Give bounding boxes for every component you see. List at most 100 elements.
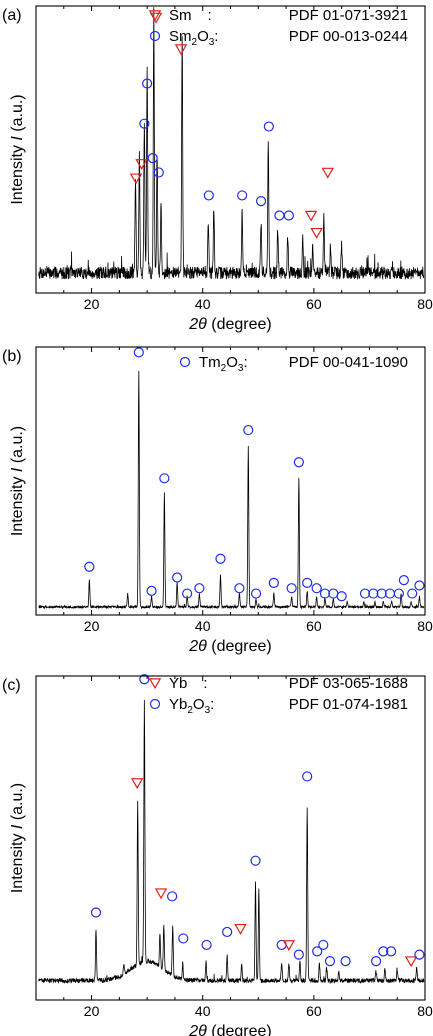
circle-marker [142,78,153,89]
circle-marker [319,588,331,599]
legend-pdf: PDF 01-074-1981 [289,696,408,713]
legend-circle-icon [149,30,161,42]
circle-marker [324,956,336,967]
legend-entry: Yb2O3: PDF 01-074-1981 [149,696,408,716]
circle-marker [302,771,313,782]
triangle-marker [282,940,296,952]
circle-marker [159,473,170,484]
circle-marker [234,583,245,594]
circle-marker [414,580,425,591]
x-tick-label: 60 [306,296,322,312]
legend-circle-icon [149,698,161,710]
circle-marker [147,153,158,164]
circle-marker [286,583,297,594]
triangle-marker [129,173,143,185]
legend-name: Tm2O3: [199,354,248,374]
circle-marker [182,588,193,599]
circle-marker [318,939,329,951]
circle-marker [194,583,205,594]
x-axis-label: 2θ (degree) [188,316,272,333]
circle-marker [201,939,212,951]
y-axis-label: Intensity I (a.u.) [9,426,26,536]
x-tick-label: 40 [195,618,211,634]
spectrum-line [38,370,425,610]
triangle-marker [174,44,188,56]
circle-marker [215,553,226,564]
plot-frame [35,5,426,294]
circle-marker [293,949,304,960]
circle-marker [384,588,396,599]
x-tick-label: 20 [84,296,100,312]
circle-marker [328,588,339,599]
legend-pdf: PDF 00-041-1090 [289,354,408,371]
circle-marker [203,190,214,201]
legend-pdf: PDF 00-013-0244 [289,28,408,45]
panel-1: 20 40 60 80 2θ (degree) Intensity I (a.u.) (a)… [2,5,433,333]
circle-marker [407,588,418,599]
circle-marker [263,121,274,132]
circle-marker [368,588,379,599]
x-tick-label: 40 [195,296,211,312]
circle-marker [393,588,404,599]
legend-circle-icon [179,356,191,368]
panel-label: (b) [2,348,22,365]
panel-label: (c) [2,677,21,694]
spectrum-line [38,700,425,985]
triangle-marker [321,167,334,179]
circle-marker [139,118,150,129]
triangle-marker [404,956,418,968]
circle-marker [386,946,397,957]
circle-marker [378,946,389,957]
circle-marker [293,457,304,468]
circle-marker [255,196,267,207]
legend-entry: Sm2O3: PDF 00-013-0244 [149,28,408,48]
circle-marker [340,956,351,967]
circle-marker [153,167,164,178]
y-axis-label: Intensity I (a.u.) [9,94,26,204]
circle-marker [274,210,285,221]
legend-name: Yb: [169,675,208,692]
y-axis-label: Intensity I (a.u.) [9,783,26,893]
x-tick-label: 20 [84,1003,100,1019]
circle-marker [178,933,189,944]
x-axis-label: 2θ (degree) [188,638,272,655]
triangle-marker [234,923,247,935]
circle-marker [237,190,248,201]
circle-marker [398,575,409,586]
circle-marker [139,674,150,685]
panel-label: (a) [2,7,22,24]
circle-marker [268,577,279,588]
circle-marker [222,926,233,938]
legend-name: Sm: [169,7,212,24]
x-tick-label: 60 [306,618,322,634]
legend-pdf: PDF 03-065-1688 [289,675,408,692]
panel-3: 20 40 60 80 2θ (degree) Intensity I (a.u.) (c)… [2,674,433,1036]
circle-marker [146,585,157,596]
legend-entry: Tm2O3: PDF 00-041-1090 [179,354,408,374]
circle-marker [172,572,183,583]
legend-pdf: PDF 01-071-3921 [289,7,408,24]
plot-frame [35,675,426,1001]
circle-marker [84,561,95,572]
circle-marker [302,577,313,588]
circle-marker [359,588,371,599]
legend-name: Yb2O3: [169,696,214,716]
circle-marker [243,424,254,436]
triangle-marker [304,210,318,222]
circle-marker [336,591,347,602]
circle-marker [250,588,262,599]
x-tick-label: 80 [417,618,433,634]
circle-marker [250,855,261,866]
circle-marker [312,946,323,957]
circle-marker [311,583,322,594]
legend-entry: Yb: PDF 03-065-1688 [148,675,408,692]
circle-marker [133,347,144,358]
x-tick-label: 60 [306,1003,322,1019]
x-tick-label: 20 [84,618,100,634]
circle-marker [376,588,387,599]
circle-marker [90,907,102,918]
triangle-marker [154,888,168,900]
plot-frame [35,346,426,616]
x-axis-label: 2θ (degree) [188,1023,272,1036]
